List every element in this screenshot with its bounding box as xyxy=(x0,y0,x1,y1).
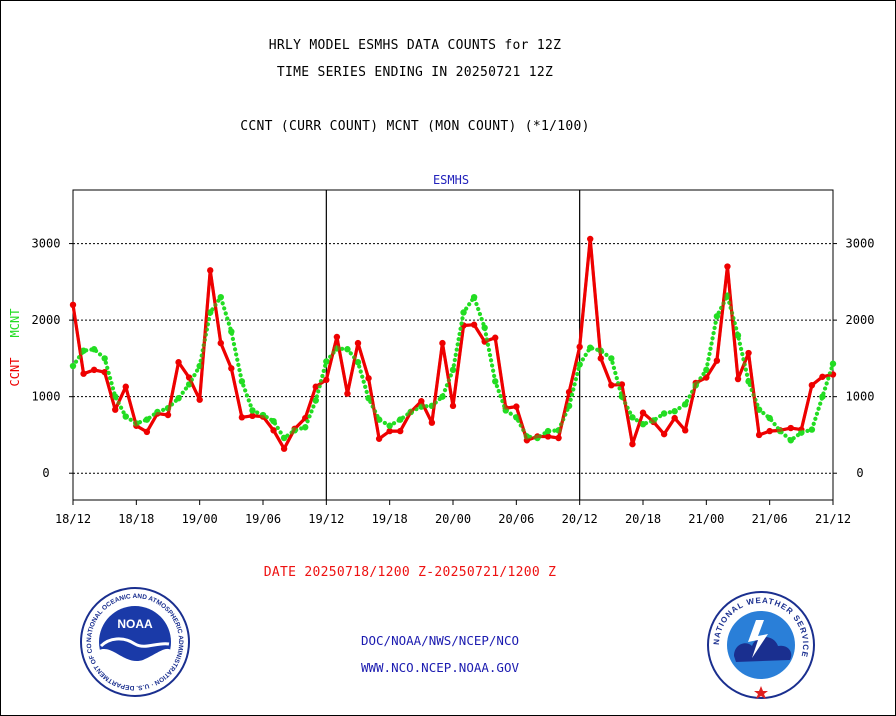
x-tick-label: 20/12 xyxy=(562,512,598,526)
data-point-mcnt xyxy=(492,378,499,385)
noaa-logo-text: NOAA xyxy=(117,617,153,631)
data-point-mcnt xyxy=(69,362,77,370)
data-point-mcnt xyxy=(207,309,214,316)
data-point-mcnt xyxy=(819,393,826,400)
data-point-mcnt xyxy=(808,426,816,433)
data-point-mcnt xyxy=(766,414,773,422)
ylabel-mcnt: MCNT xyxy=(8,309,22,338)
data-point-mcnt xyxy=(470,293,478,301)
data-point-mcnt xyxy=(280,434,288,442)
data-point-mcnt xyxy=(608,355,615,362)
x-tick-label: 20/06 xyxy=(498,512,534,526)
data-point-mcnt xyxy=(217,293,224,301)
x-tick-label: 19/00 xyxy=(182,512,218,526)
y-tick-label-right: 1000 xyxy=(846,390,875,404)
data-point-mcnt xyxy=(481,324,488,331)
y-tick-label-left: 2000 xyxy=(32,313,61,327)
data-point-mcnt xyxy=(344,346,351,353)
x-tick-label: 20/00 xyxy=(435,512,471,526)
y-tick-label-right: 2000 xyxy=(846,313,875,327)
data-point-mcnt xyxy=(576,361,583,368)
data-point-mcnt xyxy=(587,344,594,351)
data-point-mcnt xyxy=(302,424,309,431)
data-point-mcnt xyxy=(439,393,446,400)
data-point-mcnt xyxy=(143,416,151,423)
x-tick-label: 20/18 xyxy=(625,512,661,526)
x-tick-label: 19/18 xyxy=(372,512,408,526)
data-point-mcnt xyxy=(829,360,837,367)
x-tick-label: 21/00 xyxy=(688,512,724,526)
data-point-mcnt xyxy=(228,328,235,335)
y-tick-label-left: 0 xyxy=(42,466,49,480)
data-point-mcnt xyxy=(639,421,647,428)
chart: ESMHS CCNT MCNT 0 0 1000 1000 2000 2000 3000 30… xyxy=(8,173,875,526)
data-point-mcnt xyxy=(312,397,319,404)
x-tick-label: 21/06 xyxy=(752,512,788,526)
data-point-mcnt xyxy=(660,410,668,417)
data-point-mcnt xyxy=(101,355,108,362)
data-point-mcnt xyxy=(386,422,393,429)
y-tick-label-left: 3000 xyxy=(32,237,61,251)
data-point-mcnt xyxy=(90,346,98,353)
series-line-ccnt-overlay xyxy=(71,237,834,451)
data-point-mcnt xyxy=(460,309,467,316)
chart-title-line2: TIME SERIES ENDING IN 20250721 12Z xyxy=(276,65,554,80)
data-point-mcnt xyxy=(671,408,678,415)
data-point-mcnt xyxy=(249,407,256,414)
x-tick-label: 18/12 xyxy=(55,512,91,526)
data-point-mcnt xyxy=(365,394,372,402)
panel-label: ESMHS xyxy=(433,173,469,187)
noaa-logo: NOAA NATIONAL OCEANIC AND ATMOSPHERIC AD… xyxy=(79,586,190,697)
y-tick-label-left: 1000 xyxy=(32,390,61,404)
data-point-mcnt xyxy=(354,359,362,366)
x-tick-label: 19/06 xyxy=(245,512,281,526)
y-tick-label-right: 3000 xyxy=(846,237,875,251)
nws-logo: NATIONAL WEATHER SERVICE xyxy=(707,591,815,699)
data-point-mcnt xyxy=(544,427,552,435)
date-range: DATE 20250718/1200 Z-20250721/1200 Z xyxy=(263,565,557,580)
x-tick-label: 21/12 xyxy=(815,512,851,526)
x-tick-label: 19/12 xyxy=(308,512,344,526)
data-point-mcnt xyxy=(323,358,330,365)
data-point-mcnt xyxy=(175,394,182,402)
data-point-mcnt xyxy=(798,429,805,436)
data-point-mcnt xyxy=(713,313,721,320)
data-point-mcnt xyxy=(682,401,689,408)
credit-line1: DOC/NOAA/NWS/NCEP/NCO xyxy=(360,633,520,648)
data-point-mcnt xyxy=(629,414,636,421)
chart-title-line1: HRLY MODEL ESMHS DATA COUNTS for 12Z xyxy=(268,38,562,53)
data-point-mcnt xyxy=(122,413,129,420)
data-point-mcnt xyxy=(397,416,404,423)
data-point-mcnt xyxy=(112,393,119,400)
data-point-mcnt xyxy=(270,417,277,425)
data-point-mcnt xyxy=(703,366,710,374)
data-point-mcnt xyxy=(238,378,246,385)
data-point-mcnt xyxy=(787,437,794,444)
data-point-mcnt xyxy=(734,332,742,339)
data-point-mcnt xyxy=(80,347,87,354)
data-point-mcnt xyxy=(745,378,752,385)
y-tick-label-right: 0 xyxy=(856,466,863,480)
x-tick-label: 18/18 xyxy=(118,512,154,526)
ylabel-ccnt: CCNT xyxy=(8,358,22,387)
data-point-mcnt xyxy=(449,366,457,374)
credit-line2: WWW.NCO.NCEP.NOAA.GOV xyxy=(360,660,520,675)
chart-subtitle: CCNT (CURR COUNT) MCNT (MON COUNT) (*1/1… xyxy=(240,119,590,134)
